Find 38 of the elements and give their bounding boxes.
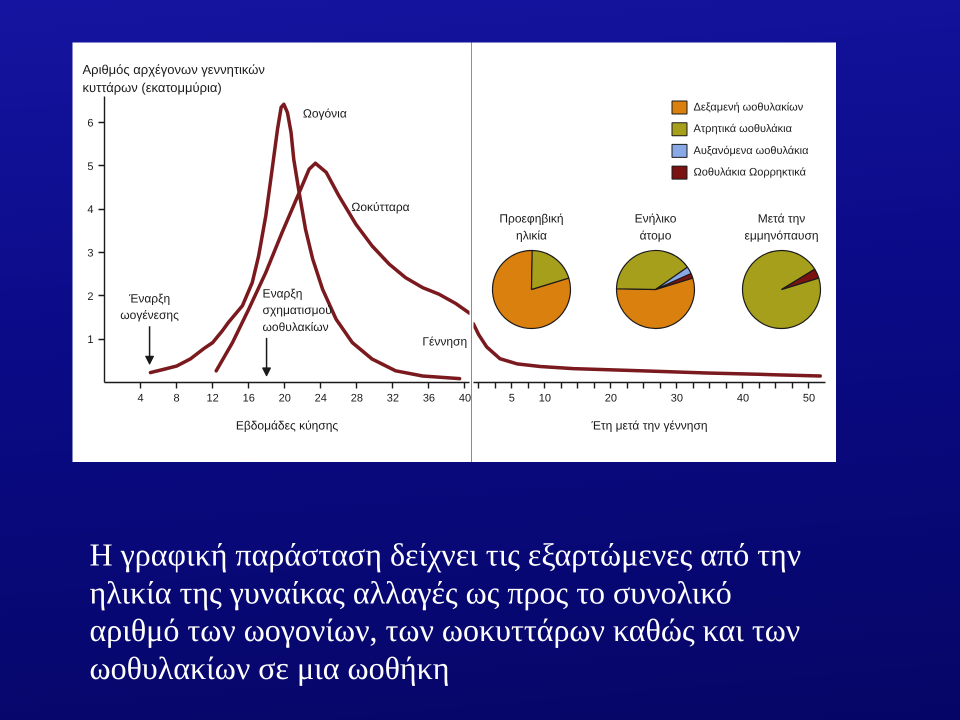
x-tick-label: 40 [736,392,750,404]
x-tick-label: 4 [137,392,144,404]
x-tick-label: 36 [422,392,436,404]
series-label: Ωογόνια [302,106,347,120]
slice-label: Προεφηβική ηλικία [499,212,564,242]
y-tick-label: 3 [87,248,94,260]
series-label: Ωοκύτταρα [351,200,410,214]
y-tick-label: 6 [87,118,94,130]
annotation: Γέννηση [422,334,468,348]
x-axis-title: Έτη μετά την γέννηση [590,418,708,432]
y-tick-label: 1 [87,334,94,346]
x-tick-label: 20 [278,392,291,404]
x-tick-label: 12 [206,392,219,404]
x-tick-label: 16 [242,392,255,404]
y-tick-label: 2 [87,290,94,303]
y-tick-label: 4 [87,204,94,216]
annotation: Έναρξη ωογένεσης [120,291,180,322]
legend-label: Αυξανόμενα ωοθυλάκια [694,144,810,157]
x-tick-label: 8 [174,392,180,404]
x-tick-label: 20 [604,392,617,404]
slice-label: Μετά την εμμηνόπαυση [744,212,819,242]
y-axis-title: Αριθμός αρχέγονων γεννητικών κυττάρων (εκατομμύρια) [82,62,265,95]
x-tick-label: 32 [386,392,400,404]
slice-label: Ενήλικο άτομο [634,212,677,242]
x-tick-label: 30 [670,392,684,404]
legend-label: Δεξαμενή ωοθυλακίων [694,102,804,114]
x-tick-label: 50 [802,392,816,404]
legend-label: Ωοθυλάκια Ωορρηκτικά [694,166,807,179]
x-tick-label: 28 [350,392,363,404]
x-axis-title: Εβδομάδες κύησης [236,418,338,432]
legend-label: Ατρητικά ωοθυλάκια [694,123,793,136]
x-tick-label: 24 [314,392,327,404]
y-tick-label: 5 [87,160,94,173]
text: Η γραφική παράσταση δείχνει τις εξαρτώμενες από την ηλικία της γυναίκας αλλαγές ως προς το συνολικό αριθμό των ωογονίων, των ωοκυττάρων καθώς και των ωοθυλακίων σε μια ωοθήκη [90,536,802,686]
x-tick-label: 40 [458,392,472,404]
x-tick-label: 10 [538,392,551,404]
x-tick-label: 5 [508,392,515,404]
annotation: Εναρξη σχηματισμού ωοθυλακίων [262,286,332,334]
